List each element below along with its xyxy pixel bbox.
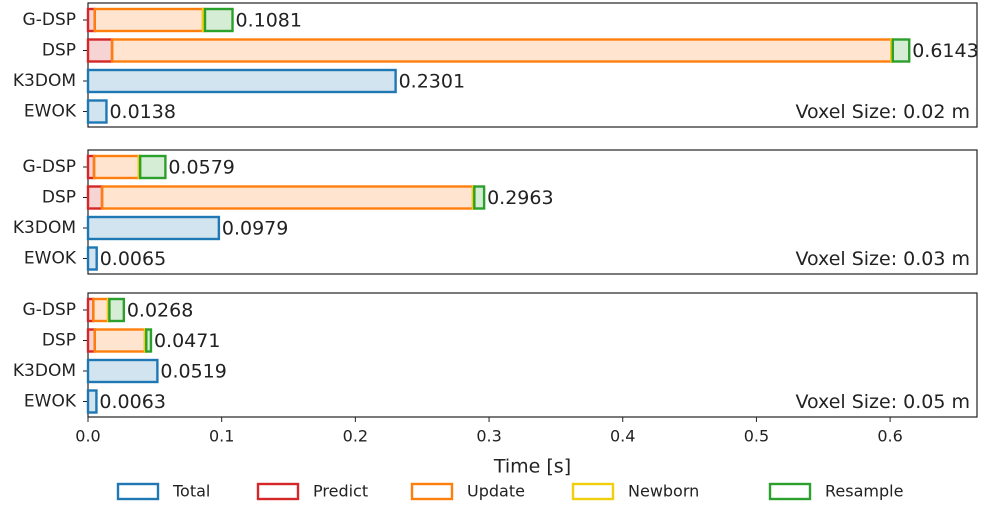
y-tick-label: DSP [42,41,76,61]
y-tick-label: EWOK [24,392,77,412]
y-tick-label: G-DSP [23,10,76,30]
bar-segment [100,185,475,210]
bar-segment [473,185,486,210]
x-axis-label: Time [s] [493,456,571,478]
bar-segment [86,358,159,384]
legend-swatch [116,482,160,501]
bar-segment [86,246,98,271]
bar-segment [203,7,234,33]
y-tick-label: G-DSP [23,300,76,320]
data-label: 0.0979 [222,218,288,240]
y-tick-label: DSP [42,188,76,208]
legend-label: Predict [313,482,368,501]
data-label: 0.0268 [127,300,193,322]
y-tick-label: EWOK [24,102,77,122]
legend-label: Newborn [628,482,699,501]
data-label: 0.6143 [912,40,978,62]
data-label: 0.2963 [487,187,553,209]
bar-segment [86,185,104,210]
panel-annotation: Voxel Size: 0.05 m [795,391,970,413]
legend-swatch [768,482,812,501]
panel-annotation: Voxel Size: 0.03 m [795,248,970,270]
bar-segment [92,297,110,323]
y-tick-label: K3DOM [13,71,76,91]
legend-label: Resample [825,482,903,501]
panel-frame [87,292,978,418]
x-tick-label: 0.6 [877,427,902,446]
data-label: 0.2301 [399,71,465,93]
data-label: 0.0065 [100,248,166,270]
y-tick-label: EWOK [24,249,77,269]
panel-frame [87,149,978,275]
data-label: 0.0471 [154,330,220,352]
bar-segment [93,328,147,353]
bar-segment [86,68,397,94]
bar-segment [138,154,167,180]
bar-segment [93,7,205,33]
panel-annotation: Voxel Size: 0.02 m [795,101,970,123]
legend-swatch [571,482,615,501]
x-tick-label: 0.5 [744,427,769,446]
panel-frame [87,2,978,128]
bar-segment [86,38,114,63]
bar-segment [145,328,153,353]
x-tick-label: 0.2 [343,427,368,446]
bar-segment [110,38,893,63]
bar-segment [86,215,221,241]
data-label: 0.1081 [236,10,302,32]
x-tick-label: 0.1 [209,427,234,446]
data-label: 0.0138 [109,101,175,123]
data-label: 0.0519 [160,361,226,383]
data-label: 0.0063 [99,391,165,413]
legend-label: Total [172,482,210,501]
y-tick-label: K3DOM [13,218,76,238]
x-tick-label: 0.0 [75,427,100,446]
bar-segment [86,389,98,414]
bar-segment [92,154,141,180]
x-tick-label: 0.4 [610,427,635,446]
y-tick-label: DSP [42,331,76,351]
legend-swatch [256,482,300,501]
legend-label: Update [467,482,525,501]
bar-segment [108,297,126,323]
y-tick-label: K3DOM [13,361,76,381]
legend-swatch [410,482,454,501]
y-tick-label: G-DSP [23,157,76,177]
data-label: 0.0579 [168,157,234,179]
x-tick-label: 0.3 [476,427,501,446]
bar-segment [891,38,911,63]
bar-segment [86,99,108,124]
